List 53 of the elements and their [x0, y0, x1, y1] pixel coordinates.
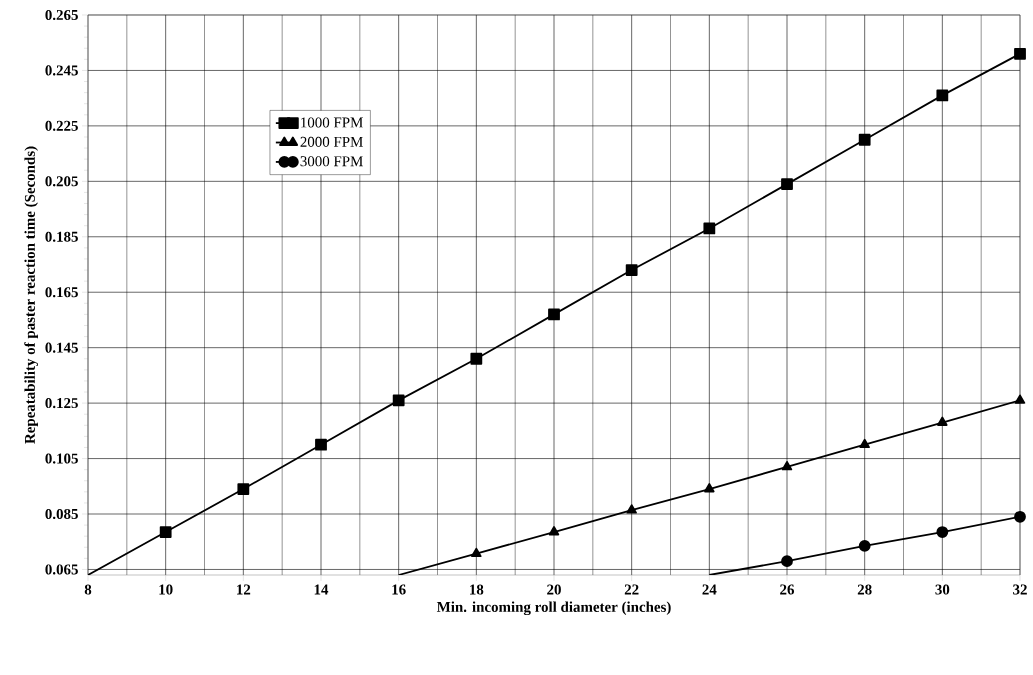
- x-tick-label: 16: [392, 584, 406, 595]
- point: [859, 438, 870, 449]
- x-tick-label: 8: [84, 584, 92, 595]
- point: [858, 133, 871, 146]
- y-tick-label: 0.185: [45, 231, 78, 242]
- y-tick-label: 0.085: [45, 508, 78, 520]
- x-tick-label: 20: [547, 584, 561, 595]
- point: [781, 460, 793, 471]
- point: [625, 264, 638, 276]
- x-axis-title: Min. incoming roll diameter (inches): [436, 601, 671, 616]
- point: [392, 394, 405, 407]
- point: [470, 352, 483, 365]
- x-tick-label: 32: [1013, 584, 1027, 595]
- point: [1014, 394, 1026, 404]
- point: [548, 526, 560, 536]
- y-tick-label: 0.065: [45, 564, 78, 575]
- x-tick-label: 14: [314, 584, 329, 595]
- point: [781, 178, 793, 191]
- x-tick-label: 10: [159, 584, 173, 595]
- y-tick-label: 0.245: [45, 65, 78, 76]
- point: [858, 539, 871, 552]
- point: [1014, 510, 1026, 523]
- x-tick-label: 30: [935, 584, 950, 595]
- legend-label: 3000 FPM: [300, 156, 363, 167]
- y-tick-label: 0.125: [45, 398, 78, 409]
- point: [315, 438, 327, 451]
- point: [626, 504, 637, 514]
- x-tick-label: 26: [780, 584, 795, 595]
- y-tick-label: 0.165: [45, 287, 78, 298]
- y-tick-label: 0.205: [45, 176, 78, 187]
- point: [703, 222, 716, 235]
- point: [548, 308, 560, 321]
- y-tick-label: 0.265: [45, 9, 78, 21]
- point: [937, 416, 948, 426]
- y-tick-label: 0.105: [45, 453, 78, 464]
- y-tick-label: 0.145: [45, 342, 78, 353]
- point: [781, 555, 793, 568]
- x-tick-label: 28: [857, 584, 872, 595]
- y-axis-title: Repeatability of paster reaction time (Seconds): [24, 146, 39, 444]
- point: [936, 89, 949, 102]
- point: [1014, 47, 1026, 60]
- point: [704, 483, 715, 493]
- x-tick-label: 22: [624, 584, 639, 595]
- point: [471, 547, 482, 558]
- x-tick-label: 12: [237, 584, 251, 595]
- point: [237, 483, 250, 495]
- x-tick-label: 24: [702, 584, 717, 595]
- point: [936, 526, 949, 538]
- point: [159, 526, 172, 538]
- x-tick-label: 18: [470, 584, 484, 595]
- legend-label: 2000 FPM: [300, 136, 363, 147]
- legend-label: 1000 FPM: [301, 117, 363, 128]
- y-tick-label: 0.225: [45, 120, 78, 131]
